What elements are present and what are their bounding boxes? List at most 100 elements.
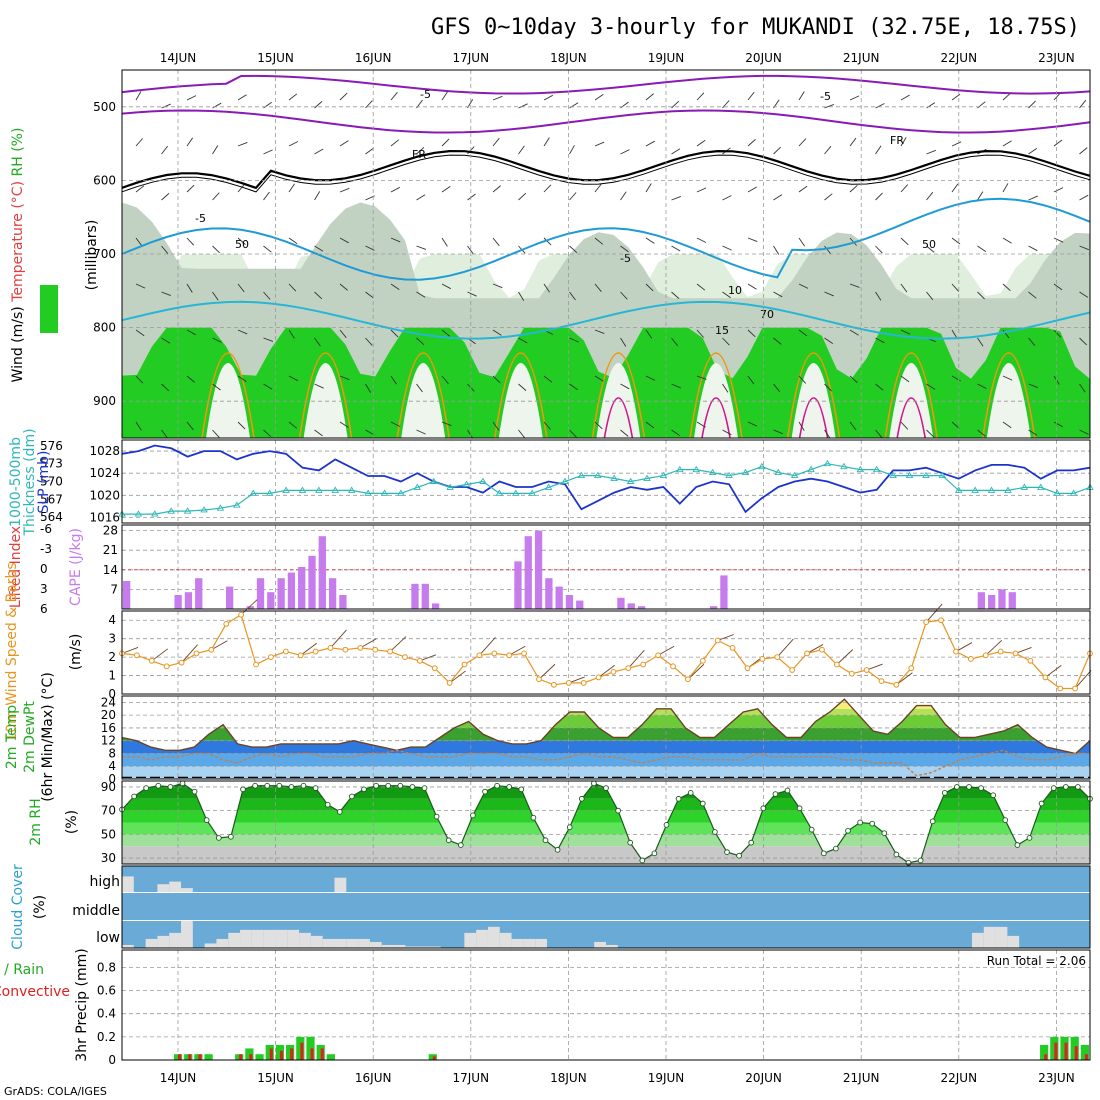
wind-barb [314,429,323,437]
temp-contour-minus5 [121,197,1091,281]
thickness-marker [971,486,979,493]
wind-barb [773,146,782,155]
thickness-marker [676,465,684,473]
wind-barb [237,237,246,245]
wind-barb [492,421,500,431]
date-label-bottom: 17JUN [453,1071,490,1085]
low-cloud-bar [157,935,170,948]
wind-barb [416,194,426,201]
thickness-marker [544,483,553,490]
wind-barb [1028,100,1036,109]
thickness-tick: 570 [40,475,63,489]
temp-band [122,740,1090,754]
rh-band [122,846,1090,864]
thickness-marker [774,468,783,476]
wind-speed-marker [804,650,810,657]
wind-barb [875,192,883,201]
wind-barb [314,245,324,252]
wind-barb-10m [211,640,228,651]
wind-barb [696,237,707,243]
wind-speed-marker [833,661,840,668]
wind-barb [773,383,781,393]
wind-barb [263,191,270,201]
contour-label: 15 [715,324,729,337]
thickness-marker [331,486,340,493]
wind-barb [1079,194,1089,201]
low-cloud-bar [122,944,134,948]
wind-tick: 2 [108,650,116,664]
cape-bar [267,592,275,609]
wind-barb [186,283,193,293]
thickness-marker [446,483,454,490]
wind-barb [161,291,171,297]
pressure-tick: 800 [93,321,116,335]
wind-barb [543,94,554,101]
rh-tick: 90 [101,780,116,794]
wind-barb [773,291,783,298]
cloud-low-label: low [96,930,120,946]
precip-tick: 0.2 [97,1030,116,1044]
wind-barb [645,237,655,244]
wind-barb [824,291,834,297]
wind-barb [849,184,858,193]
thickness-marker [741,468,750,476]
wind-speed-marker [938,617,944,624]
precip-convective-bar [279,1050,283,1060]
date-label-top: 21JUN [843,51,880,65]
low-cloud-bar [310,935,323,948]
lifted-index-tick: 6 [40,602,48,616]
cape-bar [298,567,306,609]
wind-barb [798,91,805,101]
wind-barb [696,187,707,193]
wind-barb [569,383,578,391]
low-cloud-bar [535,938,547,948]
wind-barb [467,291,477,297]
precip-convective-bar [432,1056,436,1060]
wind-barb [339,329,347,339]
precip-convective-bar [239,1054,243,1060]
wind-barb [365,337,373,346]
wind-barb [288,283,297,292]
wind-speed-marker [253,661,259,668]
wind-speed-marker [342,646,349,653]
wind-barb [212,429,220,438]
wind-speed-marker [327,644,334,651]
wind-barb [1079,147,1088,155]
low-cloud-bar [369,941,382,948]
wind-speed-marker [982,652,989,659]
lifted-index-tick: 0 [40,562,48,576]
wind-barb [441,186,451,193]
precip-convective-bar [320,1048,324,1060]
low-cloud-bar [428,946,441,948]
wind-speed-marker [431,665,438,672]
wind-barb [288,375,299,382]
wind-barb [288,329,295,339]
run-total-annotation: Run Total = 2.06 [987,954,1086,968]
wind-barb [900,94,910,101]
rh-marker [433,813,440,820]
wind-barb [798,375,807,384]
rh-dry-column [986,363,1031,438]
wind-barb [135,91,142,101]
precip-convective-bar [198,1054,202,1060]
rh-marker [421,785,428,791]
wind-barb [722,195,732,201]
thickness-marker [315,486,323,493]
wind-barb-10m [449,670,466,684]
rh-marker [361,786,367,793]
thickness-marker [626,477,635,484]
temp-band [122,753,1090,767]
wind-speed-marker [402,654,408,661]
thickness-tick: 573 [40,457,63,471]
wind-barb [135,185,145,193]
wind-barb [339,140,349,147]
wind-speed-marker [297,652,304,659]
wind-barb [237,329,248,335]
rh-marker [1002,817,1009,823]
thickness-marker [610,474,618,481]
wind-barb [696,421,706,428]
rh-marker [1038,800,1045,807]
wind-barb [186,237,195,246]
low-cloud-bar [381,944,394,948]
rh-marker [179,780,186,787]
